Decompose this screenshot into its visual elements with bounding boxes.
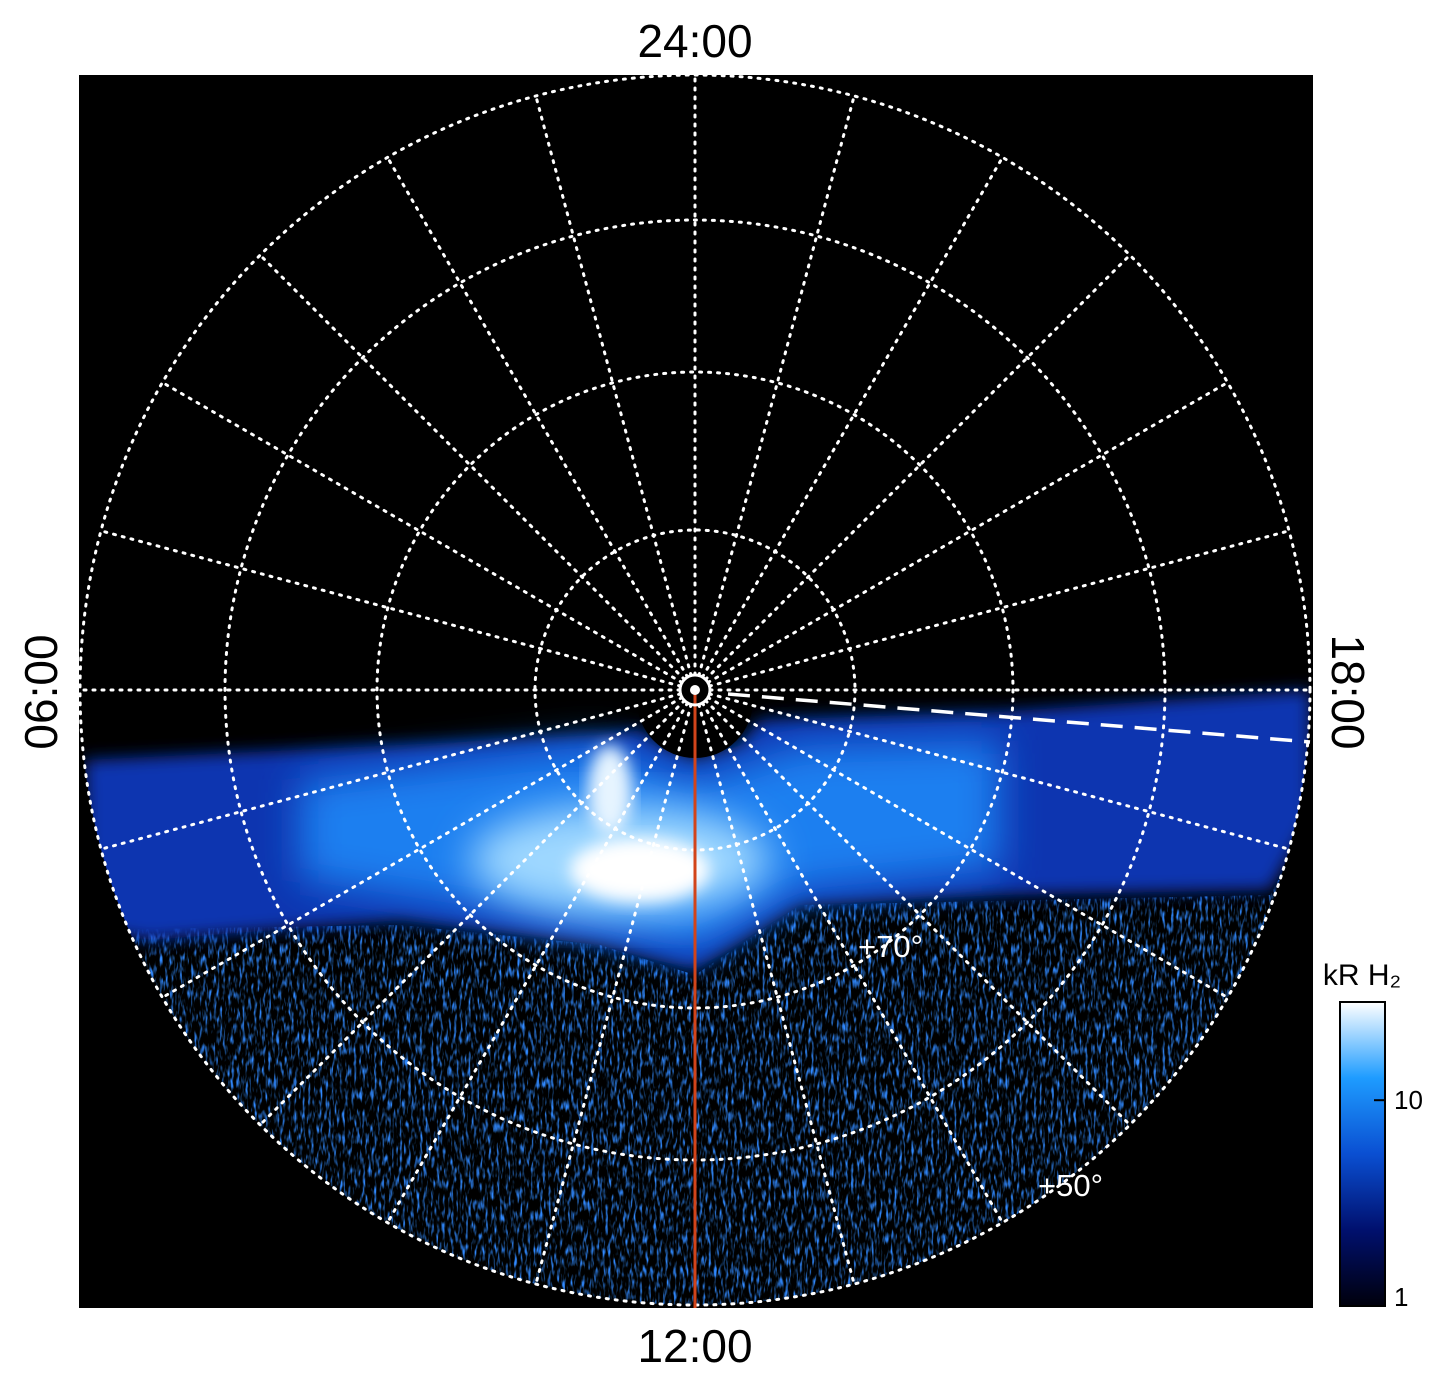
meridian — [701, 701, 1004, 1225]
meridian — [697, 94, 856, 678]
meridian — [160, 696, 684, 999]
meridian — [386, 155, 689, 679]
meridian — [697, 702, 856, 1286]
auroral-hotspot-core — [570, 838, 710, 902]
meridian — [704, 253, 1132, 681]
latitude-label: +50° — [1038, 1168, 1103, 1203]
meridian — [386, 701, 689, 1225]
colorbar — [1339, 1001, 1386, 1307]
local-time-label: 06:00 — [15, 634, 67, 749]
polar-grid — [78, 73, 1312, 1307]
meridian — [534, 94, 693, 678]
meridian — [706, 696, 1230, 999]
latitude-label: +70° — [858, 929, 923, 964]
meridian — [704, 699, 1132, 1127]
meridian — [534, 702, 693, 1286]
latitude-circle — [375, 370, 1015, 1010]
pole-marker — [678, 673, 712, 707]
meridian — [707, 692, 1291, 851]
auroral-hotspot-upper — [588, 745, 632, 835]
colorbar-title: kR H₂ — [1323, 959, 1401, 992]
meridian — [258, 253, 686, 681]
meridian — [99, 692, 683, 851]
colorbar-ticks: 1 10 — [1374, 1085, 1423, 1312]
meridian — [160, 381, 684, 684]
local-time-label: 24:00 — [637, 15, 752, 67]
meridian — [701, 155, 1004, 679]
pole-dot — [690, 685, 700, 695]
colorbar-tick-label: 10 — [1394, 1085, 1423, 1115]
dashed-line — [727, 692, 1311, 744]
meridian — [706, 381, 1230, 684]
meridian — [99, 529, 683, 688]
local-time-label: 12:00 — [637, 1320, 752, 1372]
local-time-label: 18:00 — [1322, 634, 1374, 749]
meridian — [707, 529, 1291, 688]
colorbar-tick-label: 1 — [1394, 1282, 1408, 1312]
meridian — [258, 699, 686, 1127]
